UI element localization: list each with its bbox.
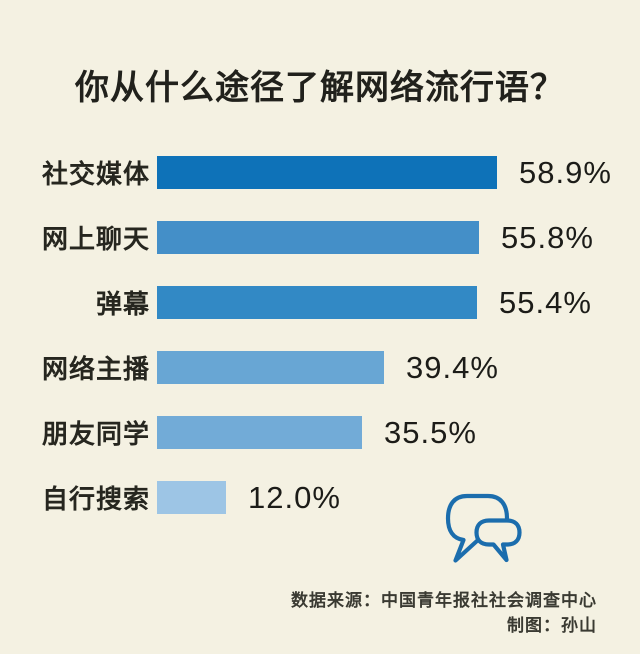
chart-title: 你从什么途径了解网络流行语？ <box>75 69 565 107</box>
chart-credit: 制图：孙山 <box>507 616 597 635</box>
chart-row: 朋友同学 35.5% <box>0 400 640 465</box>
bar-value: 12.0% <box>248 479 341 515</box>
bar-value: 55.4% <box>499 284 592 320</box>
chart-row: 弹幕 55.4% <box>0 270 640 335</box>
bar-rows: 社交媒体 58.9% 网上聊天 55.8% 弹幕 55.4% 网络主播 39.4% 朋友同学 35… <box>0 140 640 530</box>
data-source: 数据来源：中国青年报社社会调查中心 <box>291 591 597 610</box>
bar-label: 社交媒体 <box>41 159 150 189</box>
chart-row: 网络主播 39.4% <box>0 335 640 400</box>
footer: 数据来源：中国青年报社社会调查中心 制图：孙山 <box>291 588 597 638</box>
bar-label: 弹幕 <box>95 289 150 319</box>
bar <box>157 156 497 189</box>
bar-label: 网络主播 <box>41 354 150 384</box>
bar <box>157 416 362 449</box>
bar <box>157 481 226 514</box>
speech-bubbles-icon <box>445 493 522 563</box>
bar <box>157 351 384 384</box>
bar-label: 自行搜索 <box>41 484 150 514</box>
bar-value: 35.5% <box>384 414 477 450</box>
chart-row: 网上聊天 55.8% <box>0 205 640 270</box>
bar-value: 58.9% <box>519 154 612 190</box>
small-speech-bubble <box>474 518 522 563</box>
bar-label: 网上聊天 <box>41 224 150 254</box>
chart-row: 自行搜索 12.0% <box>0 465 640 530</box>
bar-value: 39.4% <box>406 349 499 385</box>
bar <box>157 286 477 319</box>
bar <box>157 221 479 254</box>
chart-row: 社交媒体 58.9% <box>0 140 640 205</box>
bar-value: 55.8% <box>501 219 594 255</box>
bar-label: 朋友同学 <box>41 419 150 449</box>
